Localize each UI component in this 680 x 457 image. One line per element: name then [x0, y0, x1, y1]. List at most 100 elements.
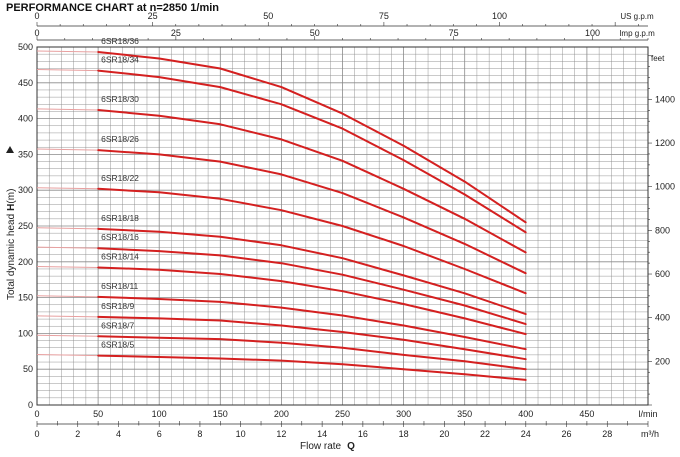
series-point: [402, 159, 405, 162]
series-6SR18/14: 6SR18/14: [36, 252, 527, 336]
series-point: [158, 153, 161, 156]
series-point: [341, 314, 344, 317]
series-6SR18/22: 6SR18/22: [36, 173, 527, 295]
series-point: [402, 288, 405, 291]
series-extension: [36, 295, 99, 298]
series-label: 6SR18/26: [101, 134, 139, 144]
series-point: [219, 67, 222, 70]
series-point: [341, 363, 344, 366]
series-point: [341, 346, 344, 349]
series-point: [97, 227, 99, 230]
feet-tick-label: 1400: [655, 94, 675, 104]
series-point: [463, 243, 466, 245]
series-line: [98, 109, 527, 254]
y-tick-label: 350: [18, 149, 33, 159]
series-line: [97, 51, 527, 224]
secondary-x-tick-label: 22: [480, 429, 490, 439]
series-point: [158, 114, 161, 117]
series-label: 6SR18/7: [101, 320, 134, 330]
series-extension: [36, 69, 99, 72]
top-axis-tick-label: 50: [263, 11, 273, 21]
y-tick-label: 200: [18, 257, 33, 267]
series-point: [524, 251, 527, 254]
feet-tick-label: 200: [655, 356, 670, 366]
series-extension: [36, 148, 99, 151]
series-point: [97, 266, 99, 269]
top-axis-tick-label: 50: [310, 28, 320, 38]
series-6SR18/9: 6SR18/9: [36, 301, 527, 361]
series-point: [97, 316, 99, 318]
series-point: [524, 348, 527, 351]
series-point: [158, 76, 161, 78]
series-extension: [36, 246, 99, 249]
series-line: [98, 354, 526, 381]
secondary-x-unit-label: m³/h: [641, 429, 659, 439]
series-line: [97, 69, 527, 234]
series-point: [341, 192, 344, 194]
series-point: [463, 292, 466, 295]
y-tick-label: 450: [18, 78, 33, 88]
series-point: [463, 193, 466, 196]
series-group: 6SR18/36 6SR18/34 6SR18/30 6SR18/26 6SR18/22…: [36, 36, 527, 381]
series-point: [463, 268, 466, 270]
secondary-x-tick-label: 20: [439, 429, 449, 439]
series-point: [524, 231, 527, 234]
series-point: [158, 191, 161, 194]
series-line: [98, 295, 526, 351]
y-axis-arrow: [6, 146, 14, 153]
feet-tick-label: 800: [655, 225, 670, 235]
secondary-x-tick-label: 10: [236, 429, 246, 439]
series-point: [280, 86, 283, 88]
y-tick-label: 250: [18, 221, 33, 231]
feet-tick-label: 1200: [655, 138, 675, 148]
series-point: [97, 109, 99, 111]
secondary-x-tick-label: 28: [602, 429, 612, 439]
series-point: [219, 160, 222, 163]
series-line: [98, 315, 526, 361]
secondary-x-tick-label: 14: [317, 429, 327, 439]
y-tick-label: 100: [18, 328, 33, 338]
series-point: [97, 51, 99, 53]
top-axis-tick-label: 100: [585, 28, 600, 38]
series-point: [280, 306, 283, 309]
series-point: [280, 209, 283, 212]
series-point: [341, 290, 344, 293]
series-point: [463, 336, 466, 338]
series-label: 6SR18/5: [101, 340, 134, 350]
feet-tick-label: 600: [655, 269, 670, 279]
series-point: [402, 338, 405, 341]
series-point: [97, 149, 99, 152]
series-point: [402, 245, 405, 247]
series-point: [219, 123, 222, 126]
series-label: 6SR18/18: [101, 213, 139, 223]
series-point: [158, 57, 161, 60]
series-6SR18/30: 6SR18/30: [36, 94, 527, 254]
top-axis-unit-label: US g.p.m: [620, 12, 654, 21]
series-point: [280, 324, 283, 327]
secondary-x-tick-label: 4: [116, 429, 121, 439]
series-label: 6SR18/14: [101, 252, 139, 262]
series-point: [402, 274, 405, 277]
series-point: [219, 357, 222, 360]
series-point: [158, 250, 161, 252]
top-axis-tick-label: 75: [379, 11, 389, 21]
series-point: [341, 112, 344, 115]
x-tick-label: 450: [579, 409, 594, 419]
series-point: [158, 356, 161, 358]
y-tick-label: 400: [18, 114, 33, 124]
feet-tick-label: 1000: [655, 182, 675, 192]
top-axis-tick-label: 0: [34, 28, 39, 38]
series-line: [98, 187, 527, 295]
series-6SR18/18: 6SR18/18: [36, 213, 527, 316]
series-point: [219, 254, 222, 257]
series-label: 6SR18/22: [101, 173, 139, 183]
x-tick-label: 300: [396, 409, 411, 419]
secondary-x-tick-label: 12: [276, 429, 286, 439]
series-point: [524, 379, 527, 381]
series-point: [524, 368, 527, 371]
series-line: [98, 266, 527, 336]
series-point: [463, 348, 466, 351]
top-axis-tick-label: 25: [148, 11, 158, 21]
series-point: [280, 262, 283, 265]
series-6SR18/36: 6SR18/36: [36, 36, 527, 224]
